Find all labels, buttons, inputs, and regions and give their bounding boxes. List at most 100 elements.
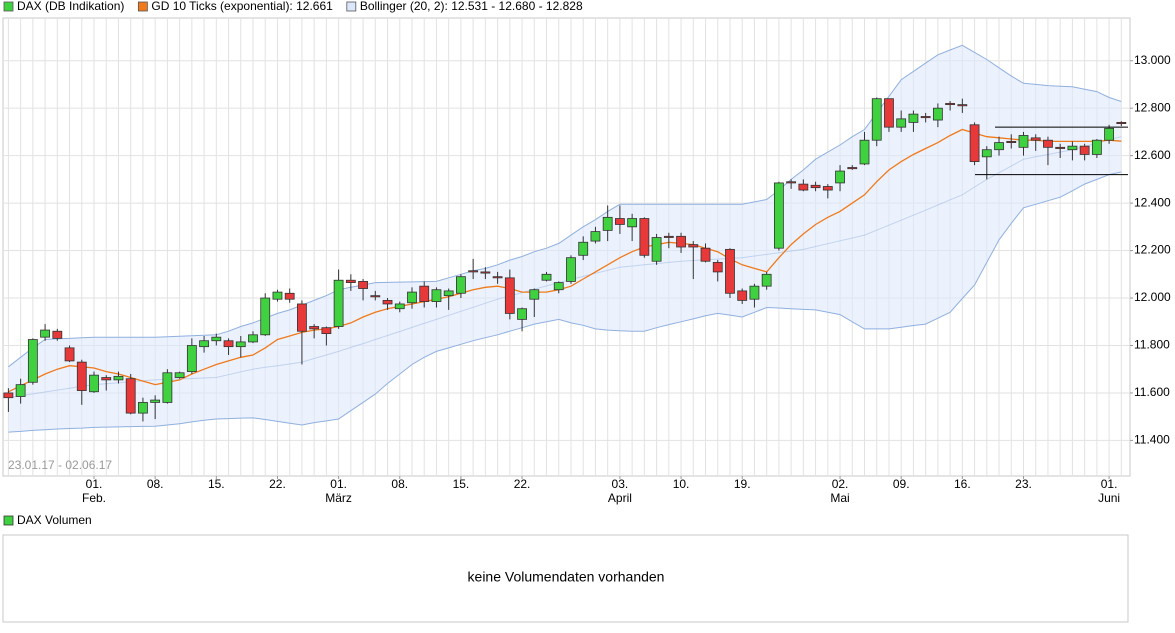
legend-icon [346, 1, 357, 12]
bollinger-lower [8, 171, 1122, 433]
candle-body [602, 216, 613, 231]
candle-body [199, 340, 209, 348]
candle-body [3, 392, 14, 399]
candle-body [1067, 145, 1078, 151]
candle-body [749, 285, 760, 300]
candle-body [321, 327, 332, 335]
bollinger-area [8, 45, 1122, 433]
candle-body [248, 334, 258, 343]
candle-body [663, 235, 674, 238]
candle-body [15, 384, 26, 397]
candle-body [382, 299, 393, 305]
candle-body [113, 375, 124, 381]
moving-average-line [8, 128, 1122, 393]
candle-body [981, 149, 992, 158]
legend-label: DAX (DB Indikation) [17, 0, 124, 13]
y-tick-label: 11.600 [1134, 385, 1170, 399]
candle-body [407, 291, 417, 304]
candle-body [945, 103, 956, 106]
plot [3, 44, 1128, 433]
x-tick-label: 03. [612, 477, 629, 491]
candle-body [810, 184, 821, 189]
x-tick-label: 10. [673, 477, 690, 491]
candle-body [101, 377, 112, 381]
candle-body [333, 279, 344, 327]
candle-body [309, 326, 320, 330]
candle-body [1006, 140, 1017, 143]
x-month-label: Mai [830, 491, 849, 505]
y-tick-label: 12.600 [1134, 148, 1171, 162]
x-tick-label: 22. [514, 477, 531, 491]
candle-body [590, 231, 601, 242]
candle-body [773, 182, 784, 249]
y-tick-label: 11.800 [1134, 338, 1170, 352]
candle-body [419, 285, 430, 302]
x-tick-label: 22. [269, 477, 286, 491]
candle-body [1116, 122, 1127, 125]
candle-body [370, 295, 381, 298]
candle-body [529, 289, 540, 300]
candle-body [358, 281, 368, 289]
y-tick-label: 12.000 [1134, 290, 1171, 304]
candle-body [541, 273, 552, 281]
candle-body [676, 235, 686, 248]
x-tick-label: 16. [954, 477, 971, 491]
candle-body [1055, 146, 1066, 149]
candle-body [1079, 145, 1090, 155]
x-tick-label: 19. [734, 477, 751, 491]
candle-body [27, 339, 38, 383]
date-range: 23.01.17 - 02.06.17 [8, 458, 112, 472]
x-tick-label: 08. [147, 477, 164, 491]
candle-body [1018, 135, 1029, 148]
candle-body [908, 113, 919, 123]
candle-body [639, 218, 650, 256]
candle-body [480, 271, 491, 274]
candle-body [627, 218, 638, 228]
candle-body [284, 292, 295, 300]
legend-icon [3, 1, 14, 12]
x-tick-label: 01. [330, 477, 347, 491]
candle-body [994, 142, 1004, 151]
candle-body [76, 361, 87, 391]
bollinger-upper [8, 44, 1122, 368]
y-tick-label: 13.000 [1134, 53, 1171, 67]
candle-body [615, 218, 625, 225]
candle-body [761, 273, 772, 287]
candle-body [174, 372, 185, 378]
candle-body [211, 336, 222, 342]
candle-body [896, 118, 907, 128]
candle-body [1030, 137, 1041, 141]
candle-body [64, 347, 75, 362]
x-month-label: April [608, 491, 632, 505]
candle-body [969, 124, 980, 162]
candle-body [162, 372, 173, 403]
candle-body [737, 290, 748, 301]
candle-body [1091, 139, 1102, 155]
candle-body [847, 167, 858, 170]
legend: DAX (DB Indikation) GD 10 Ticks (exponent… [3, 0, 583, 13]
candle-body [578, 241, 589, 256]
volume-message: keine Volumendaten vorhanden [468, 569, 665, 585]
candle-body [468, 270, 479, 273]
legend-icon [137, 1, 148, 12]
candle-body [859, 139, 870, 165]
candle-body [700, 247, 711, 262]
candle-body [553, 282, 564, 291]
candle-body [884, 98, 894, 128]
candle-body [786, 181, 797, 184]
x-tick-label: 01. [1101, 477, 1118, 491]
x-month-label: März [325, 491, 352, 505]
x-month-label: Juni [1098, 491, 1120, 505]
candle-body [443, 290, 454, 297]
volume-legend-icon [3, 515, 14, 526]
candle-body [186, 345, 197, 372]
candle-body [260, 297, 271, 336]
candle-body [52, 330, 63, 339]
candle-body [835, 170, 845, 184]
candle-body [272, 291, 283, 300]
candle-body [651, 237, 662, 262]
candle-body [492, 276, 503, 279]
candle-body [688, 244, 699, 248]
candle-body [712, 262, 723, 273]
volume-frame [2, 534, 1129, 623]
